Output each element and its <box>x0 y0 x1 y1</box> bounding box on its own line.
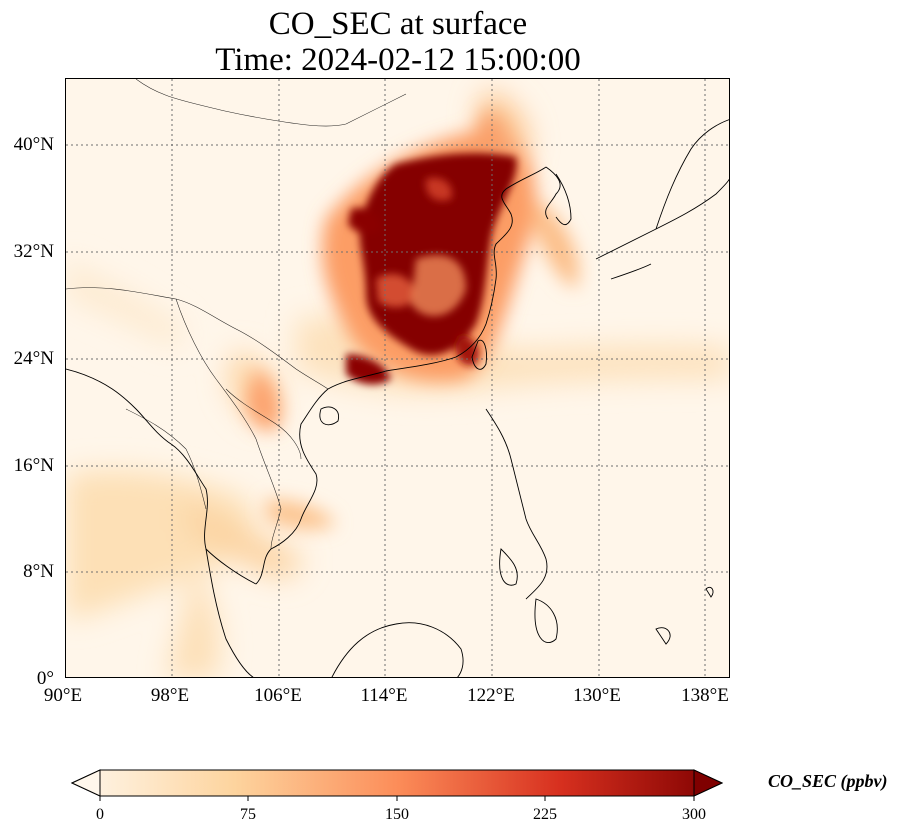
colorbar-ticks <box>99 796 695 801</box>
colorbar-tick-label: 0 <box>96 806 104 823</box>
y-tick-label: 40°N <box>13 134 54 155</box>
colorbar-extend-max <box>693 769 724 797</box>
y-tick-label: 8°N <box>23 561 54 582</box>
map-canvas <box>66 79 729 677</box>
x-tick-label: 130°E <box>573 685 621 706</box>
coastlines <box>66 119 729 677</box>
colorbar-tick-label: 300 <box>682 806 706 823</box>
colorbar-tick-label: 75 <box>240 806 256 823</box>
borders <box>66 79 407 550</box>
colorbar-graphic <box>70 769 724 801</box>
colorbar-extend-min <box>70 769 101 797</box>
colorbar-tick-label: 225 <box>533 806 557 823</box>
x-tick-label: 122°E <box>467 685 515 706</box>
plume-core-holes <box>376 177 466 316</box>
colorbar-tick-label: 150 <box>385 806 409 823</box>
y-tick-label: 16°N <box>13 455 54 476</box>
map-title: CO_SEC at surface <box>268 6 528 42</box>
map-panel[interactable] <box>65 78 730 678</box>
x-tick-label: 138°E <box>681 685 729 706</box>
colorbar-label: CO_SEC (ppbv) <box>768 771 888 791</box>
map-subtitle-time: Time: 2024-02-12 15:00:00 <box>215 42 581 78</box>
gridlines <box>66 79 729 677</box>
x-tick-label: 90°E <box>43 685 83 706</box>
colorbar-body <box>70 769 724 797</box>
y-tick-label: 32°N <box>13 241 54 262</box>
x-tick-label: 98°E <box>150 685 190 706</box>
colorbar <box>68 768 728 802</box>
x-tick-label: 114°E <box>360 685 408 706</box>
y-tick-label: 24°N <box>13 348 54 369</box>
y-tick-label: 0° <box>36 668 54 689</box>
x-tick-label: 106°E <box>254 685 302 706</box>
